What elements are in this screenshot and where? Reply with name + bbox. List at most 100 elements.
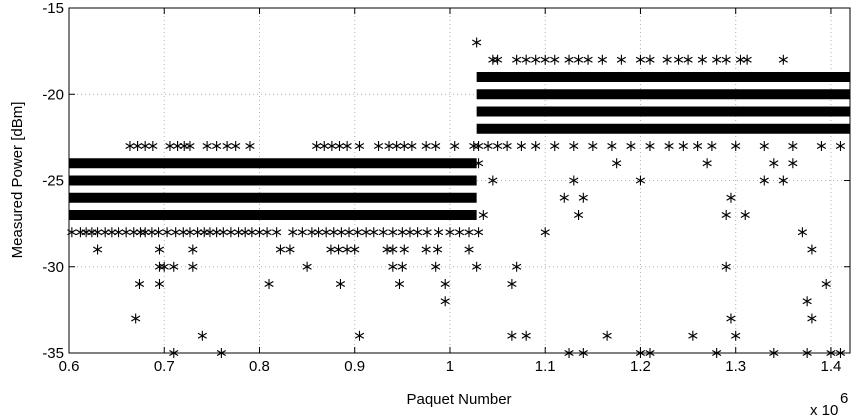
data-point	[125, 141, 135, 151]
data-point	[153, 227, 164, 238]
data-point	[336, 227, 347, 238]
data-point	[222, 141, 232, 151]
data-point	[578, 192, 588, 203]
data-point	[835, 141, 846, 151]
data-point	[344, 227, 354, 238]
data-point	[512, 54, 522, 65]
data-point	[472, 37, 482, 48]
data-point	[171, 227, 181, 238]
data-point	[721, 261, 731, 272]
data-point	[397, 227, 407, 238]
y-tick-label: -15	[42, 0, 64, 17]
data-point	[297, 227, 307, 238]
data-point	[272, 227, 282, 238]
data-point	[422, 227, 432, 238]
data-point	[288, 227, 298, 238]
data-points	[67, 37, 846, 358]
data-point	[397, 261, 407, 272]
data-point	[399, 244, 409, 255]
data-point	[313, 227, 324, 238]
data-point	[262, 227, 272, 238]
data-point	[388, 227, 398, 238]
dense-band	[476, 106, 850, 117]
data-point	[202, 141, 212, 151]
dense-band	[69, 192, 477, 203]
data-point	[731, 330, 741, 341]
data-point	[483, 141, 493, 151]
x-tick-label: 0.8	[249, 358, 270, 375]
data-point	[226, 227, 236, 238]
data-point	[388, 244, 398, 255]
data-point	[683, 54, 693, 65]
data-point	[759, 175, 769, 186]
data-point	[185, 141, 195, 151]
data-point	[154, 279, 165, 289]
data-point	[245, 141, 255, 151]
data-point	[384, 141, 394, 151]
data-point	[464, 227, 474, 238]
data-point	[454, 210, 465, 220]
data-point	[140, 141, 150, 151]
data-point	[731, 141, 741, 151]
x-multiplier-exponent: 6	[840, 390, 848, 407]
data-point	[212, 141, 222, 151]
dense-bands	[69, 72, 850, 220]
x-tick-label: 1.3	[725, 358, 746, 375]
data-point	[583, 54, 593, 65]
data-point	[664, 141, 674, 151]
data-point	[597, 54, 607, 65]
y-tick-label: -35	[42, 345, 64, 362]
x-tick-label: 1.1	[535, 358, 556, 375]
data-point	[197, 330, 207, 341]
x-axis-label: Paquet Number	[406, 391, 511, 408]
x-multiplier-label: x 10	[810, 402, 838, 418]
x-tick-label: 1.4	[821, 358, 842, 375]
x-tick-label: 0.9	[344, 358, 365, 375]
data-point	[92, 244, 103, 255]
data-point	[454, 227, 465, 238]
data-point	[635, 175, 646, 186]
data-point	[334, 141, 345, 151]
data-point	[132, 141, 143, 151]
data-point	[821, 279, 831, 289]
data-point	[802, 296, 812, 307]
data-point	[726, 192, 736, 203]
data-point	[531, 54, 541, 65]
data-point	[352, 227, 363, 238]
data-point	[445, 227, 455, 238]
data-point	[512, 261, 522, 272]
x-tick-label: 1.2	[630, 358, 651, 375]
data-point	[473, 158, 484, 169]
data-point	[388, 261, 398, 272]
data-point	[712, 54, 722, 65]
data-point	[678, 141, 688, 151]
data-point	[342, 141, 352, 151]
data-point	[564, 54, 574, 65]
data-point	[473, 227, 484, 238]
data-point	[154, 244, 165, 255]
data-point	[394, 279, 405, 289]
data-point	[326, 244, 336, 255]
data-point	[635, 54, 646, 65]
data-point	[433, 227, 444, 238]
data-point	[148, 141, 158, 151]
data-point	[507, 330, 517, 341]
data-point	[378, 227, 388, 238]
data-point	[778, 54, 788, 65]
data-point	[247, 227, 257, 238]
data-point	[464, 244, 474, 255]
data-point	[369, 227, 379, 238]
data-point	[740, 210, 750, 220]
data-point	[769, 158, 779, 169]
data-point	[807, 313, 817, 324]
axis-ticks: 0.6 0.7 0.8 0.9 1 1.1 1.2 1.3 1.4 -35 -30 -25 -20 -15	[42, 0, 850, 375]
data-point	[264, 279, 274, 289]
data-point	[342, 244, 352, 255]
data-point	[742, 54, 752, 65]
data-point	[521, 54, 531, 65]
data-point	[492, 54, 503, 65]
data-point	[405, 227, 415, 238]
data-point	[421, 244, 431, 255]
data-point	[707, 141, 717, 151]
